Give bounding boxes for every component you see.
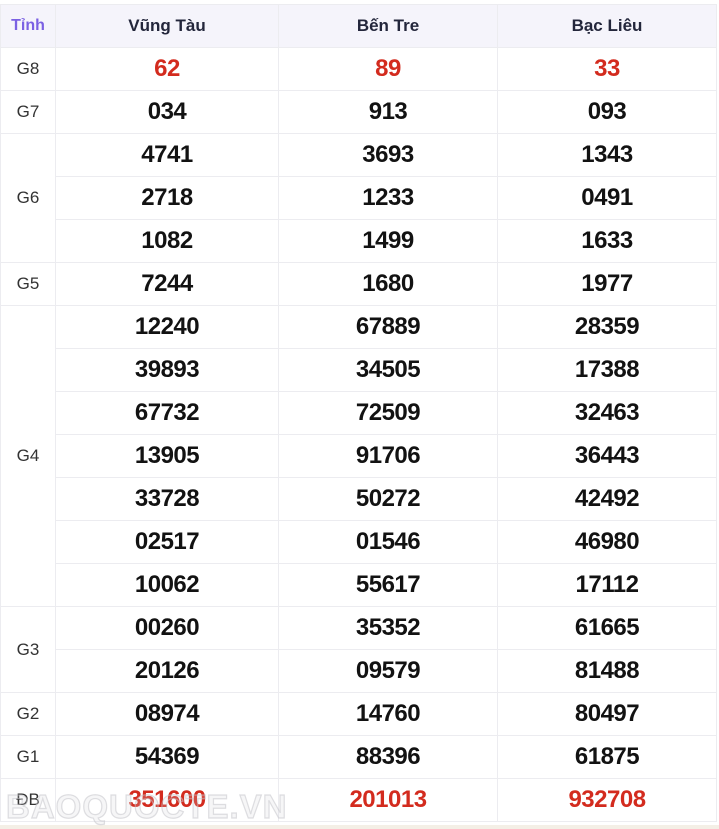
prize-value: 55617	[278, 563, 498, 607]
header-row: Tỉnh Vũng Tàu Bến Tre Bạc Liêu	[0, 4, 717, 48]
prize-row-g4-4: 13905 91706 36443	[1, 434, 717, 478]
prize-value: 1633	[497, 219, 717, 263]
prize-value: 33	[497, 47, 717, 91]
prize-value: 89	[278, 47, 498, 91]
prize-row-g1: G1 54369 88396 61875	[0, 735, 717, 779]
prize-value: 351600	[55, 778, 279, 822]
prize-value: 4741	[55, 133, 279, 177]
prize-value: 3693	[278, 133, 498, 177]
prize-value: 72509	[278, 391, 498, 435]
prize-row-g6-1: G6 4741 3693 1343	[0, 133, 717, 263]
lottery-results-table: Tỉnh Vũng Tàu Bến Tre Bạc Liêu G8 62 89 33 G…	[0, 4, 717, 822]
prize-value: 034	[55, 90, 279, 134]
prize-value: 81488	[497, 649, 717, 693]
prize-label-g8: G8	[0, 47, 56, 91]
prize-value: 67732	[55, 391, 279, 435]
prize-row-g4-5: 33728 50272 42492	[1, 477, 717, 521]
prize-value: 2718	[55, 176, 279, 220]
prize-value: 80497	[497, 692, 717, 736]
corner-header-province: Tỉnh	[0, 4, 56, 48]
prize-row-g6-2: 2718 1233 0491	[1, 176, 717, 220]
prize-value: 12240	[55, 305, 279, 349]
prize-value: 39893	[55, 348, 279, 392]
prize-value: 54369	[55, 735, 279, 779]
prize-value: 67889	[278, 305, 498, 349]
prize-label-g6: G6	[0, 133, 56, 263]
prize-value: 13905	[55, 434, 279, 478]
prize-value: 62	[55, 47, 279, 91]
prize-row-g4-6: 02517 01546 46980	[1, 520, 717, 564]
prize-label-g4: G4	[0, 305, 56, 607]
prize-value: 08974	[55, 692, 279, 736]
prize-row-g2: G2 08974 14760 80497	[0, 692, 717, 736]
prize-row-g7: G7 034 913 093	[0, 90, 717, 134]
prize-row-g3-2: 20126 09579 81488	[1, 649, 717, 693]
table-header: Tỉnh Vũng Tàu Bến Tre Bạc Liêu	[0, 4, 717, 48]
prize-value: 61665	[497, 606, 717, 650]
prize-row-g3-1: G3 00260 35352 61665	[0, 606, 717, 693]
prize-value: 1977	[497, 262, 717, 306]
prize-label-g5: G5	[0, 262, 56, 306]
prize-value: 0491	[497, 176, 717, 220]
prize-value: 17112	[497, 563, 717, 607]
column-header-vung-tau: Vũng Tàu	[55, 4, 279, 48]
prize-value: 1082	[55, 219, 279, 263]
prize-value: 17388	[497, 348, 717, 392]
prize-value: 913	[278, 90, 498, 134]
prize-value: 14760	[278, 692, 498, 736]
prize-value: 88396	[278, 735, 498, 779]
prize-value: 093	[497, 90, 717, 134]
prize-label-g2: G2	[0, 692, 56, 736]
prize-label-g7: G7	[0, 90, 56, 134]
bottom-strip	[0, 825, 719, 829]
prize-value: 1680	[278, 262, 498, 306]
prize-value: 91706	[278, 434, 498, 478]
prize-value: 1233	[278, 176, 498, 220]
prize-value: 36443	[497, 434, 717, 478]
prize-value: 1343	[497, 133, 717, 177]
prize-label-g3: G3	[0, 606, 56, 693]
prize-row-g6-3: 1082 1499 1633	[1, 219, 717, 263]
column-header-bac-lieu: Bạc Liêu	[497, 4, 717, 48]
prize-value: 02517	[55, 520, 279, 564]
prize-value: 7244	[55, 262, 279, 306]
prize-value: 10062	[55, 563, 279, 607]
prize-label-g1: G1	[0, 735, 56, 779]
prize-value: 61875	[497, 735, 717, 779]
prize-value: 35352	[278, 606, 498, 650]
prize-table-body: G8 62 89 33 G7 034 913 093 G6 4741 3693 1343 2718 123…	[0, 47, 717, 822]
prize-value: 00260	[55, 606, 279, 650]
prize-value: 201013	[278, 778, 498, 822]
prize-value: 42492	[497, 477, 717, 521]
prize-row-g4-7: 10062 55617 17112	[1, 563, 717, 607]
prize-value: 09579	[278, 649, 498, 693]
prize-label-db: ĐB	[0, 778, 56, 822]
prize-value: 32463	[497, 391, 717, 435]
prize-value: 1499	[278, 219, 498, 263]
prize-value: 932708	[497, 778, 717, 822]
prize-row-g5: G5 7244 1680 1977	[0, 262, 717, 306]
column-header-ben-tre: Bến Tre	[278, 4, 498, 48]
prize-value: 46980	[497, 520, 717, 564]
prize-value: 34505	[278, 348, 498, 392]
prize-row-db: ĐB 351600 201013 932708	[0, 778, 717, 822]
prize-value: 01546	[278, 520, 498, 564]
prize-row-g8: G8 62 89 33	[0, 47, 717, 91]
prize-value: 33728	[55, 477, 279, 521]
prize-value: 20126	[55, 649, 279, 693]
prize-row-g4-2: 39893 34505 17388	[1, 348, 717, 392]
prize-value: 28359	[497, 305, 717, 349]
prize-row-g4-3: 67732 72509 32463	[1, 391, 717, 435]
prize-value: 50272	[278, 477, 498, 521]
prize-row-g4-1: G4 12240 67889 28359	[0, 305, 717, 607]
